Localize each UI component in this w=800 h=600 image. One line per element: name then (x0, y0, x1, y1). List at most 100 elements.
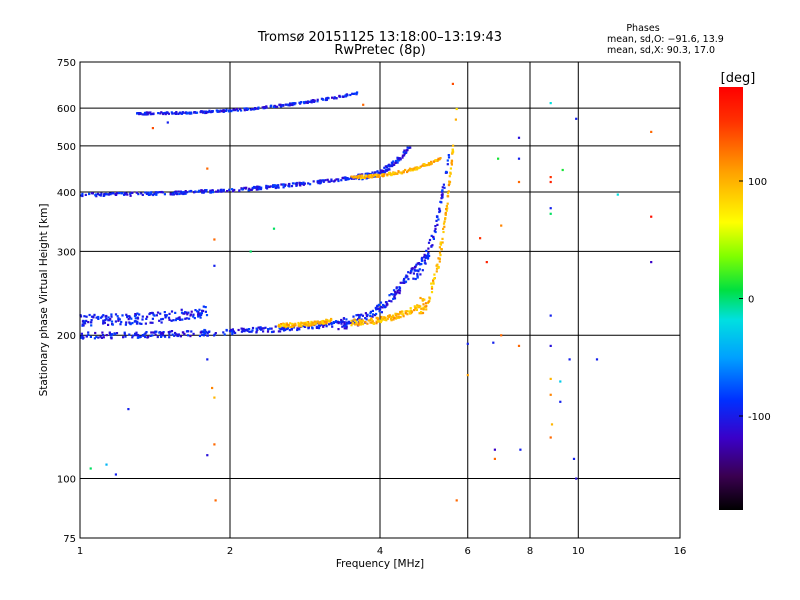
data-point (358, 316, 361, 319)
data-point (265, 106, 268, 109)
data-point (100, 192, 103, 195)
data-point (549, 102, 552, 105)
data-point (147, 335, 150, 338)
data-point (333, 96, 336, 99)
data-point (159, 312, 162, 315)
data-point (317, 182, 320, 185)
data-point (322, 324, 326, 327)
data-point (179, 335, 182, 338)
data-point (407, 310, 410, 313)
data-point (193, 191, 196, 194)
data-point (159, 112, 162, 115)
data-point (215, 190, 218, 193)
data-point (517, 136, 521, 139)
data-point (93, 313, 96, 316)
data-point (266, 330, 270, 333)
data-point (167, 316, 171, 319)
data-point (450, 161, 453, 164)
data-point (405, 275, 408, 278)
data-point (148, 312, 151, 316)
data-point (274, 325, 277, 328)
data-point (283, 326, 286, 330)
data-point (394, 293, 397, 296)
data-point (355, 92, 358, 95)
data-point (197, 313, 200, 316)
data-point (446, 159, 449, 162)
data-point (80, 332, 83, 335)
data-point (519, 448, 522, 451)
data-point (107, 193, 110, 196)
data-point (296, 327, 299, 330)
data-point (202, 330, 205, 333)
data-point (243, 186, 246, 189)
data-point (265, 184, 268, 187)
data-point (432, 237, 435, 240)
data-point (414, 269, 417, 272)
data-point (342, 324, 345, 327)
data-point (175, 192, 178, 195)
data-point (120, 192, 123, 195)
data-point (325, 325, 328, 328)
data-point (278, 327, 281, 330)
data-point (419, 296, 422, 300)
data-point (192, 315, 195, 318)
data-point (158, 191, 161, 194)
data-point (212, 191, 215, 194)
data-point (317, 322, 320, 325)
data-point (394, 171, 397, 174)
data-point (287, 324, 290, 327)
data-point (345, 93, 349, 96)
data-point (377, 173, 380, 176)
data-point (394, 172, 397, 175)
data-point (80, 194, 83, 197)
data-point (109, 192, 112, 195)
data-point (452, 150, 455, 153)
colorbar-label: [deg] (721, 71, 756, 86)
data-point (549, 393, 552, 396)
data-point (321, 321, 324, 324)
data-point (396, 161, 399, 164)
data-point (206, 454, 209, 457)
data-point (302, 181, 305, 184)
data-point (361, 320, 364, 323)
data-point (404, 312, 407, 315)
x-axis-label: Frequency [MHz] (336, 558, 424, 570)
data-point (416, 273, 419, 276)
data-point (294, 322, 297, 325)
data-point (387, 315, 390, 318)
data-point (417, 262, 420, 265)
data-point (110, 313, 113, 316)
data-point (230, 330, 233, 333)
data-point (307, 325, 310, 328)
data-point (444, 218, 447, 221)
data-point (441, 241, 444, 244)
data-point (251, 329, 254, 332)
data-point (190, 310, 193, 313)
data-point (384, 165, 387, 168)
data-point (129, 316, 132, 319)
data-point (427, 256, 430, 259)
data-point (123, 191, 126, 194)
data-point (340, 318, 343, 322)
data-point (272, 184, 275, 187)
data-point (108, 331, 111, 334)
data-point (443, 220, 446, 223)
data-point (500, 334, 503, 337)
data-point (116, 315, 119, 318)
data-point (432, 281, 435, 284)
x-tick-label: 16 (674, 546, 687, 557)
data-point (145, 317, 148, 320)
data-point (517, 180, 521, 184)
data-point (420, 257, 423, 260)
data-point (202, 190, 205, 193)
y-tick-label: 600 (57, 104, 76, 115)
data-point (549, 212, 552, 215)
data-point (161, 332, 164, 335)
data-point (354, 175, 357, 179)
data-point (399, 316, 402, 319)
data-point (274, 186, 277, 190)
data-point (422, 303, 425, 306)
data-point (99, 335, 102, 338)
data-point (313, 320, 316, 323)
data-point (364, 312, 367, 315)
